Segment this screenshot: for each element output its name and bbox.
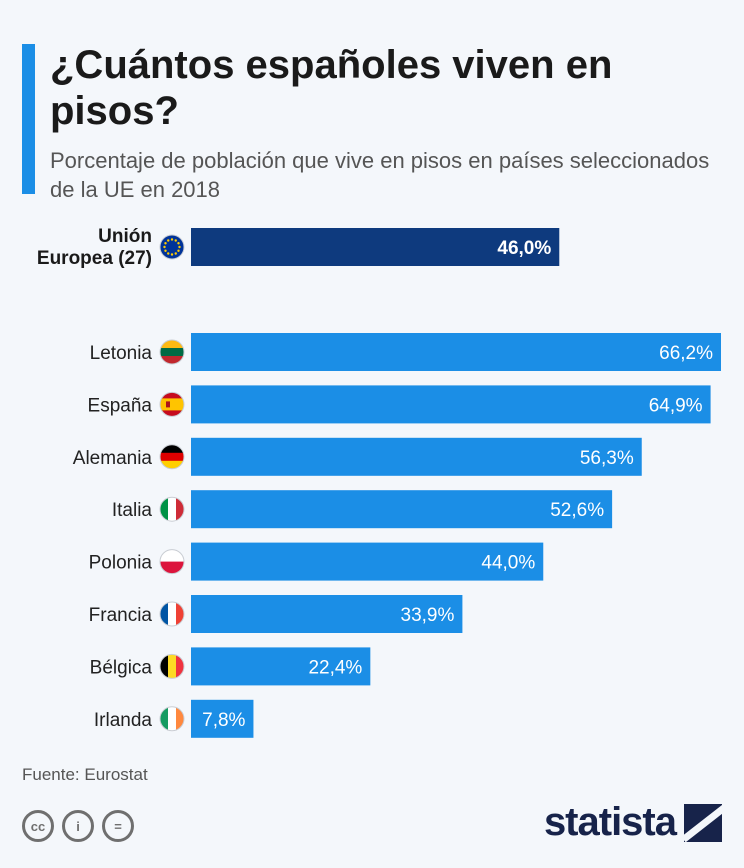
bar-polonia	[191, 542, 544, 581]
category-label-espana: España	[88, 395, 153, 416]
statista-mark-icon	[684, 803, 722, 842]
bar-francia	[191, 595, 463, 633]
chart-subtitle: Porcentaje de población que vive en piso…	[50, 148, 710, 202]
license-icons: cc i =	[22, 810, 134, 842]
data-label-italia: 52,6%	[550, 500, 604, 521]
data-label-alemania: 56,3%	[580, 448, 634, 469]
category-label-reference-line1: Unión	[98, 226, 152, 247]
statista-logo: statista	[544, 800, 722, 845]
category-label-polonia: Polonia	[89, 553, 153, 574]
bar-letonia	[191, 333, 721, 371]
chart-title: ¿Cuántos españoles viven en pisos?	[50, 43, 613, 133]
source-note: Fuente: Eurostat	[22, 765, 148, 784]
category-label-reference-line2: Europea (27)	[37, 248, 152, 269]
flag-francia-icon	[159, 601, 185, 627]
bar-espana	[191, 385, 711, 424]
flag-polonia-icon	[159, 549, 185, 575]
brand-name: statista	[543, 800, 677, 844]
title-accent-bar	[22, 44, 35, 194]
data-label-francia: 33,9%	[401, 605, 455, 626]
bar-irlanda	[191, 699, 254, 738]
data-label-letonia: 66,2%	[659, 343, 713, 364]
attribution-icon: i	[62, 810, 94, 842]
no-derivatives-icon: =	[102, 810, 134, 842]
bar-belgica	[191, 647, 371, 686]
bar-reference	[191, 228, 560, 266]
flag-irlanda-icon	[159, 706, 185, 732]
flag-alemania-icon	[159, 444, 185, 470]
bar-italia	[191, 490, 613, 529]
bar-alemania	[191, 437, 642, 476]
category-label-italia: Italia	[112, 500, 153, 521]
category-label-belgica: Bélgica	[90, 657, 153, 678]
flag-eu-icon	[159, 234, 185, 260]
flag-letonia-icon	[159, 339, 185, 365]
data-label-reference: 46,0%	[497, 238, 551, 259]
category-label-alemania: Alemania	[73, 448, 153, 469]
category-label-irlanda: Irlanda	[94, 710, 153, 731]
category-label-francia: Francia	[89, 605, 153, 626]
data-label-espana: 64,9%	[649, 395, 703, 416]
flag-belgica-icon	[159, 653, 185, 679]
flag-italia-icon	[159, 496, 185, 522]
category-label-letonia: Letonia	[90, 343, 153, 364]
cc-icon: cc	[22, 810, 54, 842]
flag-espana-icon	[159, 391, 185, 417]
data-label-irlanda: 7,8%	[202, 710, 245, 731]
data-label-polonia: 44,0%	[481, 553, 535, 574]
data-label-belgica: 22,4%	[308, 657, 362, 678]
